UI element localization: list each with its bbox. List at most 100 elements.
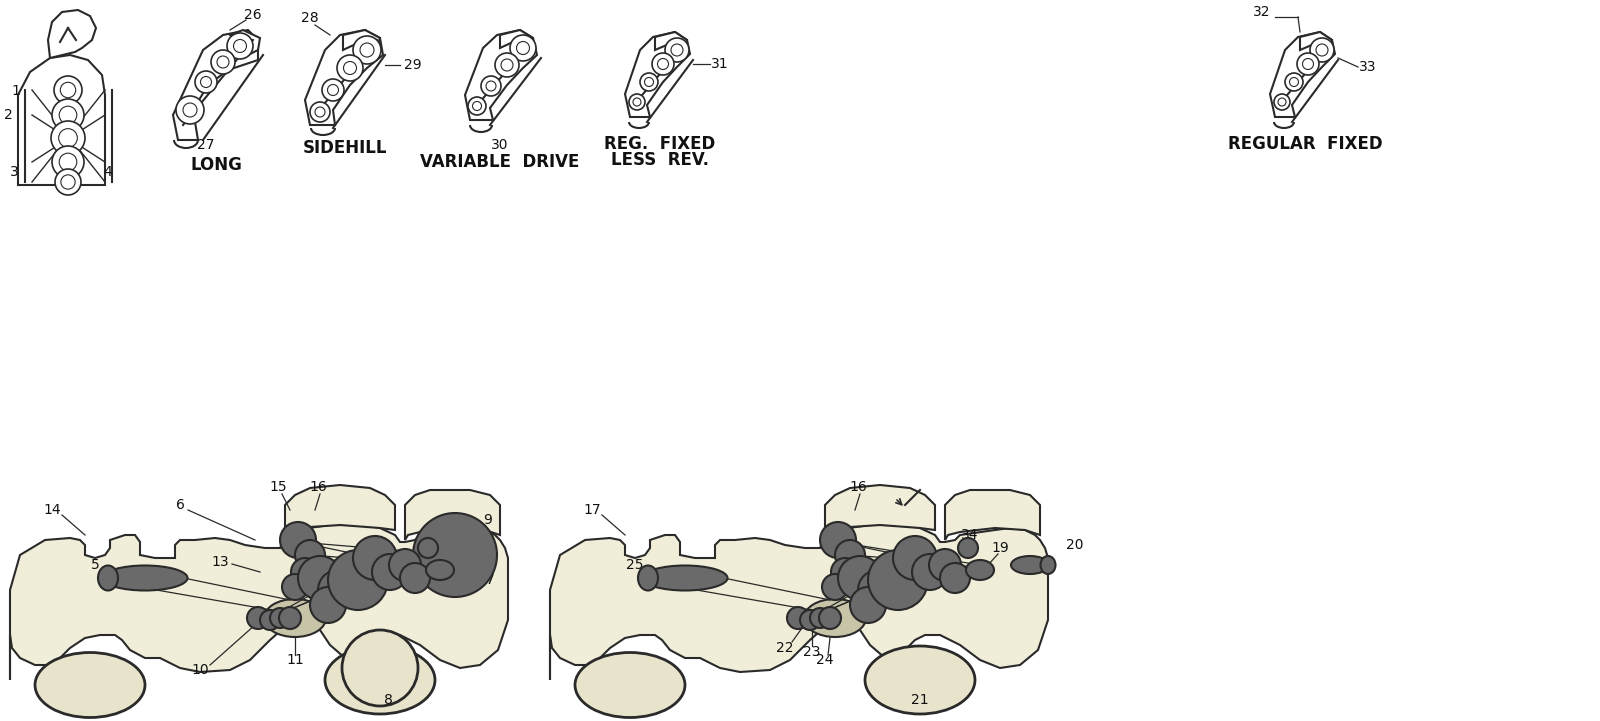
Text: 31: 31 xyxy=(710,57,730,71)
Ellipse shape xyxy=(325,646,435,714)
Circle shape xyxy=(278,607,301,629)
Circle shape xyxy=(270,608,290,628)
Circle shape xyxy=(54,76,82,104)
Text: 22: 22 xyxy=(776,641,794,655)
Circle shape xyxy=(59,106,77,124)
Text: 12: 12 xyxy=(461,555,478,569)
Circle shape xyxy=(354,36,381,64)
Text: 20: 20 xyxy=(1066,538,1083,552)
Circle shape xyxy=(670,44,683,56)
Circle shape xyxy=(838,556,882,600)
Text: 23: 23 xyxy=(803,645,821,659)
Polygon shape xyxy=(342,30,381,50)
Polygon shape xyxy=(550,525,1048,680)
Circle shape xyxy=(51,146,83,178)
Text: 29: 29 xyxy=(405,58,422,72)
Circle shape xyxy=(200,76,211,87)
Text: 21: 21 xyxy=(910,693,930,707)
Circle shape xyxy=(418,538,438,558)
Circle shape xyxy=(310,102,330,122)
Circle shape xyxy=(1298,53,1318,75)
Polygon shape xyxy=(466,30,538,120)
Text: 5: 5 xyxy=(91,558,99,572)
Circle shape xyxy=(227,33,253,59)
Circle shape xyxy=(328,84,339,95)
Circle shape xyxy=(1302,58,1314,69)
Circle shape xyxy=(344,61,357,74)
Text: 30: 30 xyxy=(491,138,509,152)
Ellipse shape xyxy=(1011,556,1050,574)
Circle shape xyxy=(315,107,325,117)
Circle shape xyxy=(182,103,197,117)
Circle shape xyxy=(294,540,325,570)
Circle shape xyxy=(930,549,962,581)
Circle shape xyxy=(510,35,536,61)
Text: 33: 33 xyxy=(1360,60,1376,74)
Circle shape xyxy=(1310,38,1334,62)
Circle shape xyxy=(1285,73,1302,91)
Circle shape xyxy=(61,175,75,189)
Ellipse shape xyxy=(35,653,146,717)
Circle shape xyxy=(342,630,418,706)
Polygon shape xyxy=(946,490,1040,540)
Circle shape xyxy=(246,607,269,629)
Text: 6: 6 xyxy=(176,498,184,512)
Text: 28: 28 xyxy=(301,11,318,25)
Circle shape xyxy=(280,522,317,558)
Ellipse shape xyxy=(805,599,866,637)
Text: LONG: LONG xyxy=(190,156,242,174)
Ellipse shape xyxy=(638,565,658,590)
Circle shape xyxy=(645,77,653,87)
Circle shape xyxy=(494,53,518,77)
Circle shape xyxy=(835,540,866,570)
Circle shape xyxy=(941,563,970,593)
Circle shape xyxy=(658,58,669,69)
Circle shape xyxy=(354,536,397,580)
Circle shape xyxy=(59,153,77,171)
Text: 16: 16 xyxy=(309,480,326,494)
Polygon shape xyxy=(826,485,934,530)
Circle shape xyxy=(787,607,810,629)
Polygon shape xyxy=(405,490,499,540)
Text: 19: 19 xyxy=(990,541,1010,555)
Polygon shape xyxy=(173,30,258,140)
Text: 15: 15 xyxy=(269,480,286,494)
Polygon shape xyxy=(306,30,382,125)
Circle shape xyxy=(517,42,530,55)
Ellipse shape xyxy=(98,565,118,590)
Circle shape xyxy=(858,570,898,610)
Circle shape xyxy=(501,59,514,71)
Circle shape xyxy=(259,610,280,630)
Circle shape xyxy=(958,538,978,558)
Text: SIDEHILL: SIDEHILL xyxy=(302,139,387,157)
Polygon shape xyxy=(285,485,395,530)
Circle shape xyxy=(666,38,690,62)
Text: 13: 13 xyxy=(211,555,229,569)
Polygon shape xyxy=(1270,32,1334,117)
Circle shape xyxy=(211,50,235,74)
Polygon shape xyxy=(1299,32,1331,50)
Polygon shape xyxy=(230,30,259,55)
Circle shape xyxy=(800,610,819,630)
Circle shape xyxy=(59,128,77,147)
Circle shape xyxy=(54,169,82,195)
Circle shape xyxy=(371,554,408,590)
Circle shape xyxy=(867,550,928,610)
Text: 10: 10 xyxy=(190,663,210,677)
Circle shape xyxy=(1278,98,1286,106)
Circle shape xyxy=(218,56,229,68)
Text: 4: 4 xyxy=(104,165,112,179)
Circle shape xyxy=(1290,77,1299,87)
Circle shape xyxy=(61,82,75,98)
Text: 16: 16 xyxy=(850,480,867,494)
Circle shape xyxy=(810,608,830,628)
Text: 25: 25 xyxy=(626,558,643,572)
Circle shape xyxy=(1274,94,1290,110)
Polygon shape xyxy=(654,32,686,50)
Text: 2: 2 xyxy=(3,108,13,122)
Circle shape xyxy=(282,574,307,600)
Circle shape xyxy=(486,81,496,91)
Text: 11: 11 xyxy=(286,653,304,667)
Text: 1: 1 xyxy=(11,84,21,98)
Text: 27: 27 xyxy=(197,138,214,152)
